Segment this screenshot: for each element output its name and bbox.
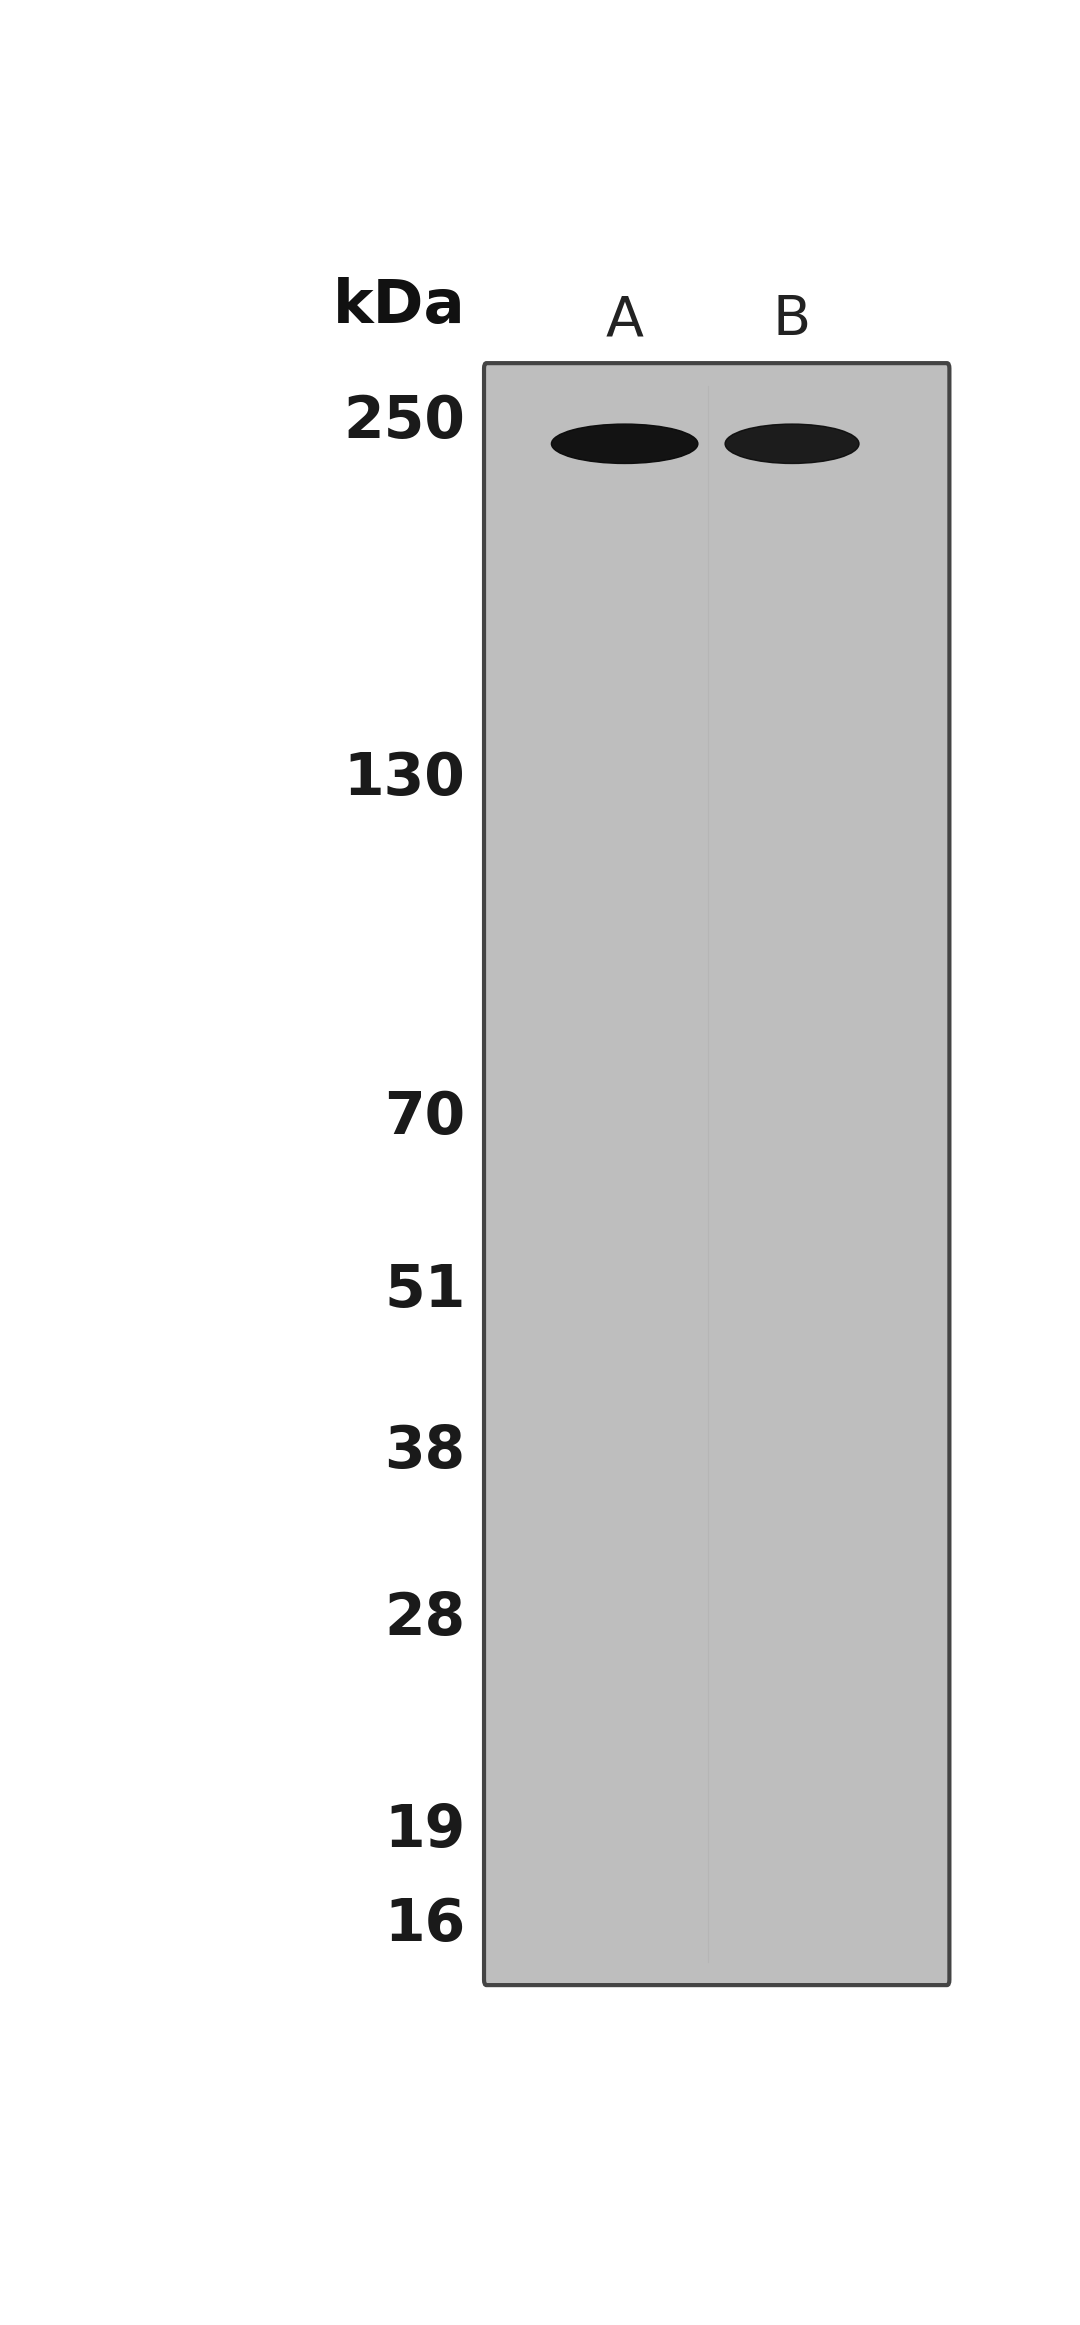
Text: 28: 28 [384, 1590, 465, 1646]
Text: A: A [606, 293, 644, 346]
Text: 250: 250 [343, 393, 465, 451]
Text: kDa: kDa [333, 277, 465, 337]
Ellipse shape [552, 423, 698, 463]
Text: 130: 130 [343, 751, 465, 807]
Text: 51: 51 [384, 1262, 465, 1318]
FancyBboxPatch shape [484, 363, 949, 1986]
Text: 16: 16 [384, 1895, 465, 1953]
Text: 38: 38 [384, 1423, 465, 1479]
Text: B: B [773, 293, 811, 346]
Ellipse shape [725, 423, 859, 463]
Text: 19: 19 [384, 1802, 465, 1858]
Text: 70: 70 [384, 1088, 465, 1146]
